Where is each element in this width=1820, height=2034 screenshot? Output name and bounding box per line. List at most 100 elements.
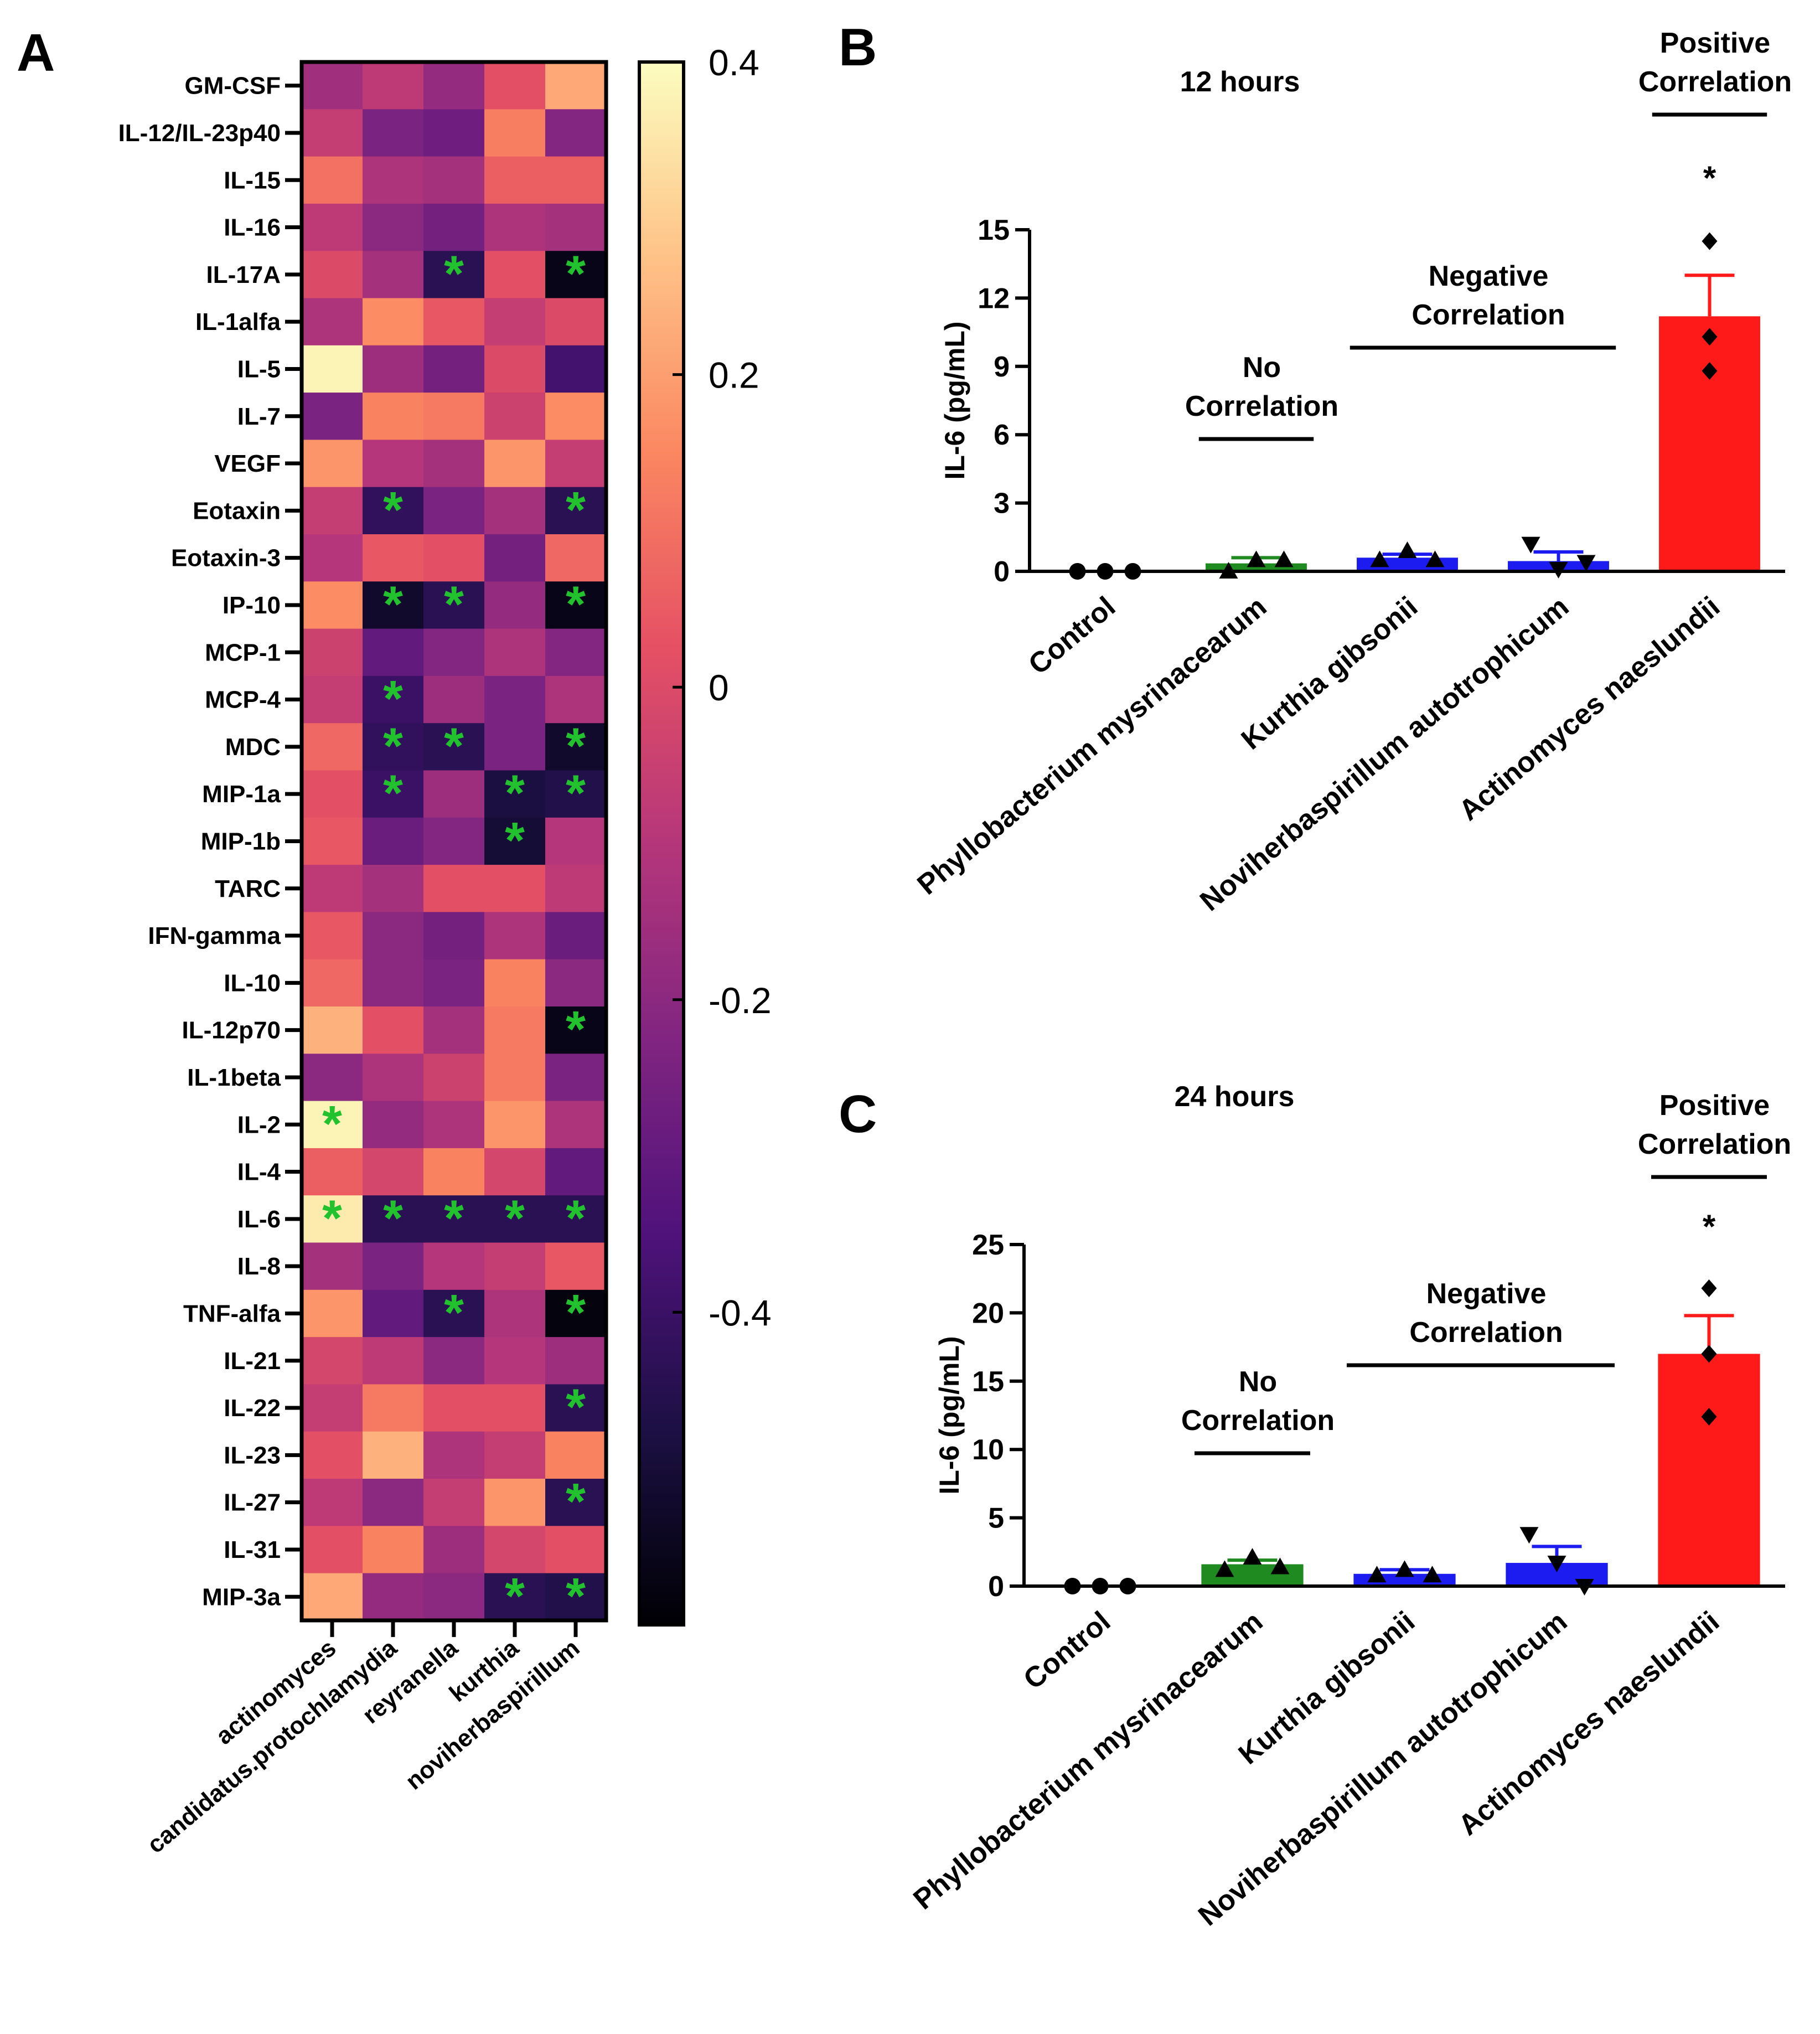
row-label: Eotaxin <box>193 497 281 524</box>
heatmap-cell-29-3 <box>484 1431 546 1479</box>
heatmap-cell-20-2 <box>423 1006 485 1054</box>
row-label: TNF-alfa <box>183 1300 281 1327</box>
heatmap-cell-11-3 <box>484 581 546 629</box>
heatmap-cell-25-3 <box>484 1242 546 1290</box>
significance-marker: * <box>1703 1208 1716 1245</box>
row-label: IL-8 <box>237 1253 281 1280</box>
heatmap-cell-22-1 <box>363 1101 424 1149</box>
heatmap-cell-2-2 <box>423 156 485 204</box>
heatmap-cell-31-3 <box>484 1526 546 1574</box>
y-tick-label: 15 <box>978 214 1010 246</box>
row-label: IL-2 <box>237 1111 281 1138</box>
data-point <box>1367 1566 1387 1583</box>
heatmap-cell-31-0 <box>302 1526 363 1574</box>
row-label: MCP-4 <box>205 686 281 714</box>
data-point <box>1370 550 1389 567</box>
group-label: No <box>1239 1366 1277 1398</box>
heatmap-cell-4-2 <box>423 251 485 299</box>
heatmap-cell-15-0 <box>302 770 363 818</box>
heatmap-cell-25-1 <box>363 1242 424 1290</box>
significance-star: * <box>505 1190 525 1247</box>
row-label: IL-5 <box>237 355 281 383</box>
heatmap-cell-5-3 <box>484 298 546 346</box>
heatmap-cell-30-4 <box>545 1479 607 1526</box>
heatmap-cell-32-1 <box>363 1573 424 1621</box>
heatmap-cell-24-0 <box>302 1195 363 1243</box>
group-label: Positive <box>1660 27 1770 59</box>
data-point <box>1701 1345 1717 1363</box>
heatmap-cell-0-0 <box>302 62 363 110</box>
heatmap-cell-7-2 <box>423 393 485 440</box>
heatmap-cell-21-0 <box>302 1054 363 1102</box>
heatmap-cell-16-3 <box>484 817 546 865</box>
heatmap-cell-30-0 <box>302 1479 363 1526</box>
heatmap-cell-3-4 <box>545 203 607 251</box>
row-label: IL-21 <box>224 1348 281 1375</box>
heatmap-cell-6-2 <box>423 345 485 393</box>
heatmap-cell-6-0 <box>302 345 363 393</box>
significance-star: * <box>566 1379 586 1436</box>
heatmap-cell-7-4 <box>545 393 607 440</box>
row-label: Eotaxin-3 <box>171 545 281 572</box>
heatmap-cell-2-1 <box>363 156 424 204</box>
row-label: IL-31 <box>224 1536 281 1563</box>
significance-star: * <box>566 1190 586 1247</box>
heatmap-cell-11-2 <box>423 581 485 629</box>
significance-star: * <box>444 246 464 302</box>
heatmap-cell-5-0 <box>302 298 363 346</box>
colorbar <box>639 62 684 1625</box>
significance-star: * <box>566 1001 586 1058</box>
heatmap-cell-8-3 <box>484 440 546 488</box>
row-label: MIP-1b <box>201 828 281 855</box>
data-point <box>1702 328 1718 346</box>
heatmap-cell-6-4 <box>545 345 607 393</box>
heatmap-cell-14-4 <box>545 723 607 771</box>
heatmap-cell-32-3 <box>484 1573 546 1621</box>
heatmap-cell-31-2 <box>423 1526 485 1574</box>
colorbar-tick-label: -0.2 <box>709 980 772 1021</box>
heatmap-cell-0-3 <box>484 62 546 110</box>
heatmap-cell-29-1 <box>363 1431 424 1479</box>
heatmap-cell-19-1 <box>363 959 424 1007</box>
heatmap-cell-16-1 <box>363 817 424 865</box>
chart-title: 24 hours <box>1175 1081 1295 1113</box>
heatmap-cell-17-0 <box>302 865 363 912</box>
row-label: VEGF <box>214 450 281 477</box>
x-tick-label: Control <box>1017 1605 1116 1696</box>
significance-star: * <box>566 765 586 822</box>
heatmap-cell-19-3 <box>484 959 546 1007</box>
significance-star: * <box>505 1568 525 1624</box>
heatmap-cell-5-1 <box>363 298 424 346</box>
x-tick-label: Control <box>1022 591 1121 681</box>
heatmap-cell-12-2 <box>423 628 485 677</box>
heatmap-cell-29-0 <box>302 1431 363 1479</box>
row-label: IL-12/IL-23p40 <box>118 120 281 147</box>
heatmap-cell-13-2 <box>423 675 485 724</box>
heatmap-cell-25-0 <box>302 1242 363 1290</box>
significance-star: * <box>566 482 586 538</box>
row-label: IFN-gamma <box>148 922 281 949</box>
heatmap-cell-15-3 <box>484 770 546 818</box>
row-label: IL-15 <box>224 167 281 194</box>
data-point <box>1398 541 1417 558</box>
row-label: IL-10 <box>224 969 281 997</box>
heatmap-cell-29-4 <box>545 1431 607 1479</box>
row-label: MCP-1 <box>205 639 281 666</box>
heatmap-cell-4-1 <box>363 251 424 299</box>
data-point <box>1547 1556 1566 1573</box>
heatmap-cell-0-2 <box>423 62 485 110</box>
significance-star: * <box>383 671 403 727</box>
significance-star: * <box>505 812 525 869</box>
heatmap-cell-4-4 <box>545 251 607 299</box>
heatmap-cell-18-1 <box>363 912 424 960</box>
heatmap-cell-17-4 <box>545 865 607 912</box>
heatmap-cell-26-1 <box>363 1289 424 1338</box>
heatmap-cell-30-2 <box>423 1479 485 1526</box>
heatmap-cell-21-2 <box>423 1054 485 1102</box>
y-tick-label: 9 <box>994 351 1010 383</box>
heatmap-cell-19-0 <box>302 959 363 1007</box>
colorbar-tick-label: -0.4 <box>709 1292 772 1333</box>
heatmap-cell-32-0 <box>302 1573 363 1621</box>
heatmap-cell-9-3 <box>484 487 546 535</box>
